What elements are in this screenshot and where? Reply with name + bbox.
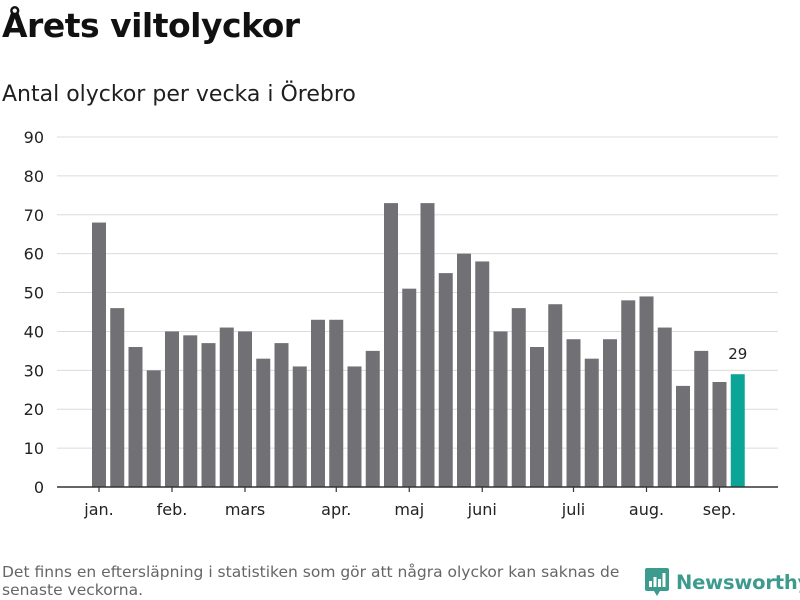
bar <box>201 343 216 487</box>
bar <box>475 261 490 487</box>
y-tick-label: 0 <box>34 478 44 497</box>
bar <box>329 319 344 487</box>
y-tick-label: 20 <box>24 400 44 419</box>
bar <box>238 331 252 487</box>
x-tick-label: mars <box>225 500 265 519</box>
x-tick-label: feb. <box>157 500 188 519</box>
bar <box>712 382 727 487</box>
brand-logo: Newsworthy <box>644 566 800 598</box>
y-tick-label: 40 <box>24 322 44 341</box>
bar <box>493 331 508 487</box>
bar <box>584 358 599 487</box>
bar <box>457 253 471 487</box>
x-tick-label: apr. <box>321 500 351 519</box>
bar <box>438 273 453 487</box>
y-tick-label: 70 <box>24 206 44 225</box>
bar <box>603 339 617 487</box>
bar <box>256 358 271 487</box>
x-tick-label: maj <box>394 500 424 519</box>
chart-subtitle: Antal olyckor per vecka i Örebro <box>2 82 356 107</box>
bar <box>92 222 106 488</box>
bar <box>384 203 398 487</box>
x-tick-label: juni <box>467 500 497 519</box>
bar <box>530 347 544 487</box>
x-axis-tick-labels: jan. feb. mars apr. maj juni juli aug. sep. <box>83 487 736 519</box>
x-tick-label: jan. <box>83 500 113 519</box>
bar <box>292 366 307 487</box>
bar <box>274 343 289 487</box>
bar <box>511 308 526 487</box>
bar <box>347 366 362 487</box>
data-label-latest: 29 <box>728 345 747 363</box>
chart-title: Årets viltolyckor <box>2 6 300 45</box>
y-tick-label: 50 <box>24 284 44 303</box>
newsworthy-logo-icon <box>645 568 669 596</box>
x-tick-label: aug. <box>629 500 664 519</box>
bar <box>165 331 179 487</box>
bars <box>92 203 745 488</box>
bar <box>311 319 325 487</box>
bar <box>402 288 417 487</box>
data-labels: 29 <box>728 345 747 363</box>
y-tick-label: 90 <box>24 128 44 147</box>
bar <box>183 335 198 487</box>
bar <box>621 300 636 487</box>
bar <box>146 370 161 487</box>
bar <box>694 350 709 487</box>
bar <box>110 308 125 487</box>
y-axis-tick-labels: 0 10 20 30 40 50 60 70 80 90 <box>24 128 44 497</box>
bar <box>548 304 563 487</box>
y-tick-label: 30 <box>24 361 44 380</box>
footnote: Det finns en eftersläpning i statistiken… <box>2 563 620 599</box>
bar <box>657 327 672 487</box>
bar <box>128 347 143 487</box>
bar <box>420 203 435 487</box>
bar <box>365 350 380 487</box>
bar <box>219 327 234 487</box>
y-tick-label: 10 <box>24 439 44 458</box>
y-tick-label: 60 <box>24 245 44 264</box>
x-tick-label: juli <box>561 500 585 519</box>
y-tick-label: 80 <box>24 167 44 186</box>
bar <box>566 339 581 487</box>
bar-highlighted <box>730 374 745 487</box>
bar <box>676 385 690 487</box>
brand-name: Newsworthy <box>676 570 800 594</box>
bar <box>639 296 654 487</box>
x-tick-label: sep. <box>703 500 736 519</box>
